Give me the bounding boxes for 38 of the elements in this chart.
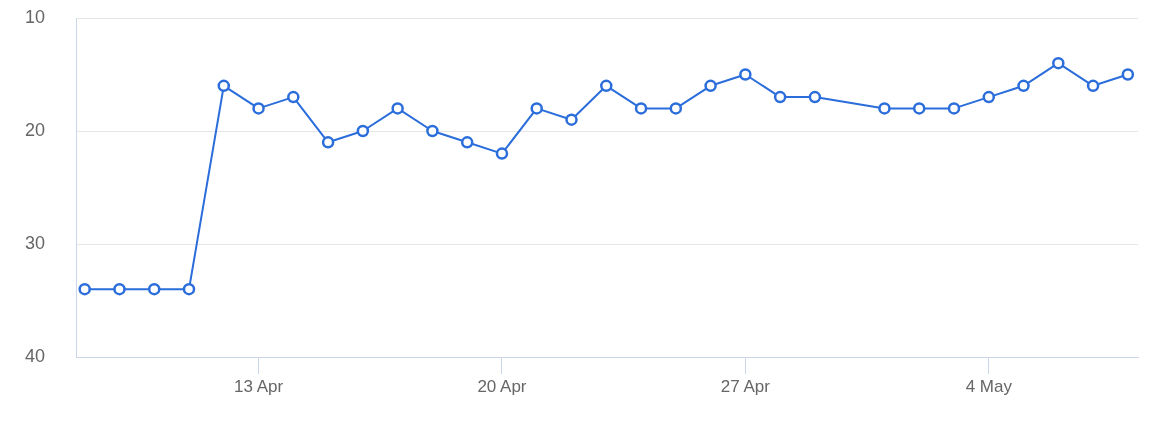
point <box>947 102 961 115</box>
point <box>252 102 265 115</box>
point <box>78 282 91 296</box>
point <box>460 136 474 149</box>
point <box>321 136 335 149</box>
y-tick-label: 10 <box>24 6 45 27</box>
point <box>704 79 717 93</box>
point <box>739 68 752 81</box>
y-tick-label: 30 <box>24 232 45 253</box>
x-tick-label: 27 Apr <box>720 376 771 396</box>
x-tick-label: 4 May <box>965 376 1013 396</box>
point <box>113 282 126 296</box>
point <box>982 90 996 104</box>
x-tick-label: 13 Apr <box>233 376 284 396</box>
point <box>634 102 648 115</box>
x-tick-label: 20 Apr <box>477 376 527 396</box>
point <box>287 90 300 104</box>
point <box>912 102 926 115</box>
y-tick-label: 40 <box>24 345 45 366</box>
point <box>147 282 161 296</box>
y-tick-label: 20 <box>24 119 45 140</box>
point <box>1017 79 1030 93</box>
point <box>426 124 439 138</box>
point <box>182 282 196 296</box>
point <box>878 102 891 115</box>
point <box>495 147 509 160</box>
point <box>669 102 683 115</box>
point <box>530 102 543 115</box>
point <box>808 90 822 104</box>
point <box>1052 56 1065 70</box>
point <box>391 102 404 115</box>
point <box>1086 79 1100 93</box>
point <box>600 79 613 93</box>
point <box>565 113 578 126</box>
point <box>1121 68 1135 81</box>
point <box>217 79 231 93</box>
point <box>773 90 787 104</box>
point <box>356 124 370 138</box>
